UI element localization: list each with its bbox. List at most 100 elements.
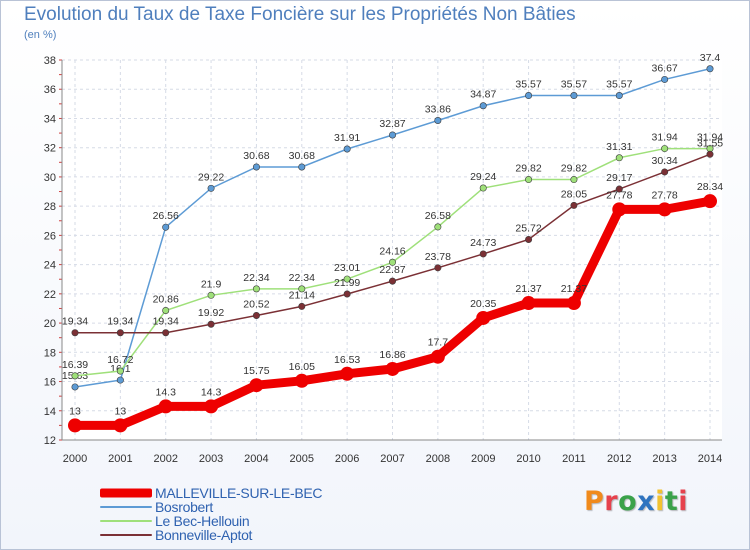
legend-label: MALLEVILLE-SUR-LE-BEC xyxy=(155,485,323,501)
data-label-malleville-sur-le-bec: 21.37 xyxy=(515,283,541,295)
data-point-malleville-sur-le-bec xyxy=(113,418,128,433)
x-tick-label: 2010 xyxy=(516,453,540,465)
y-tick-label: 20 xyxy=(44,318,56,330)
data-point-le-bec-hellouin xyxy=(298,285,306,293)
data-point-bonneville-aptot xyxy=(162,329,170,337)
data-point-le-bec-hellouin xyxy=(388,258,396,266)
data-point-malleville-sur-le-bec xyxy=(521,296,536,311)
proxiti-logo: Proxiti xyxy=(584,486,688,517)
y-tick-label: 16 xyxy=(44,377,56,389)
data-label-bosrobert: 34.87 xyxy=(470,89,496,101)
data-label-bonneville-aptot: 19.34 xyxy=(62,316,88,328)
chart-subtitle: (en %) xyxy=(24,29,57,41)
data-label-le-bec-hellouin: 26.58 xyxy=(425,210,451,222)
data-label-bosrobert: 29.22 xyxy=(198,171,224,183)
data-point-malleville-sur-le-bec xyxy=(430,349,445,364)
data-label-le-bec-hellouin: 29.82 xyxy=(561,163,587,175)
logo-letter: P xyxy=(584,486,605,517)
y-tick-label: 28 xyxy=(44,201,56,213)
data-point-bonneville-aptot xyxy=(116,329,124,337)
legend-swatch xyxy=(100,506,152,508)
legend-label: Le Bec-Hellouin xyxy=(155,513,250,529)
data-label-bonneville-aptot: 25.72 xyxy=(515,222,541,234)
data-label-le-bec-hellouin: 16.39 xyxy=(62,359,88,371)
y-tick-label: 18 xyxy=(44,347,56,359)
data-point-malleville-sur-le-bec xyxy=(703,194,717,209)
data-label-malleville-sur-le-bec: 16.53 xyxy=(334,354,360,366)
data-point-le-bec-hellouin xyxy=(116,367,124,375)
logo-letter: o xyxy=(618,486,638,517)
data-label-bonneville-aptot: 21.99 xyxy=(334,277,360,289)
data-point-bosrobert xyxy=(343,145,351,153)
data-label-bonneville-aptot: 28.05 xyxy=(561,188,587,200)
data-point-bonneville-aptot xyxy=(706,150,714,158)
x-tick-label: 2007 xyxy=(380,453,404,465)
y-tick-label: 12 xyxy=(44,435,56,447)
y-tick-label: 30 xyxy=(44,172,56,184)
y-tick-label: 36 xyxy=(44,84,56,96)
data-label-bonneville-aptot: 19.34 xyxy=(107,316,133,328)
data-label-le-bec-hellouin: 20.86 xyxy=(153,294,179,306)
data-point-bonneville-aptot xyxy=(661,168,669,176)
x-tick-label: 2002 xyxy=(153,453,177,465)
data-label-le-bec-hellouin: 22.34 xyxy=(289,272,315,284)
y-tick-label: 14 xyxy=(44,406,56,418)
x-tick-label: 2009 xyxy=(471,453,495,465)
data-point-le-bec-hellouin xyxy=(615,154,623,162)
plot-area xyxy=(62,60,722,440)
data-label-le-bec-hellouin: 21.9 xyxy=(201,278,222,290)
y-tick-label: 22 xyxy=(44,289,56,301)
x-tick-label: 2008 xyxy=(426,453,450,465)
data-point-bonneville-aptot xyxy=(343,290,351,298)
data-label-malleville-sur-le-bec: 21.37 xyxy=(561,283,587,295)
data-point-bonneville-aptot xyxy=(388,277,396,285)
data-point-le-bec-hellouin xyxy=(162,307,170,315)
data-point-bonneville-aptot xyxy=(71,329,79,337)
data-label-malleville-sur-le-bec: 14.3 xyxy=(155,386,176,398)
data-point-bosrobert xyxy=(434,117,442,125)
data-label-le-bec-hellouin: 31.94 xyxy=(697,132,723,144)
logo-letter: i xyxy=(678,486,689,517)
data-label-bonneville-aptot: 22.87 xyxy=(379,264,405,276)
data-point-malleville-sur-le-bec xyxy=(612,202,627,217)
x-tick-label: 2014 xyxy=(698,453,722,465)
data-label-bonneville-aptot: 24.73 xyxy=(470,237,496,249)
data-label-bosrobert: 33.86 xyxy=(425,104,451,116)
legend-swatch xyxy=(100,534,152,536)
x-tick-label: 2004 xyxy=(244,453,268,465)
data-point-le-bec-hellouin xyxy=(479,184,487,192)
data-label-le-bec-hellouin: 24.16 xyxy=(379,245,405,257)
data-point-le-bec-hellouin xyxy=(570,176,578,184)
data-point-bosrobert xyxy=(207,184,215,192)
data-point-le-bec-hellouin xyxy=(207,291,215,299)
data-point-bonneville-aptot xyxy=(434,264,442,272)
data-point-bosrobert xyxy=(298,163,306,171)
legend-swatch xyxy=(100,520,152,522)
data-point-bonneville-aptot xyxy=(525,235,533,243)
data-point-malleville-sur-le-bec xyxy=(340,366,355,381)
data-label-bosrobert: 31.91 xyxy=(334,132,360,144)
data-point-bonneville-aptot xyxy=(570,201,578,209)
data-label-le-bec-hellouin: 16.72 xyxy=(107,354,133,366)
data-point-malleville-sur-le-bec xyxy=(566,296,581,311)
data-point-bosrobert xyxy=(661,75,669,83)
data-label-bosrobert: 35.57 xyxy=(606,79,632,91)
data-label-bosrobert: 35.57 xyxy=(561,79,587,91)
data-label-le-bec-hellouin: 31.94 xyxy=(652,132,678,144)
data-point-le-bec-hellouin xyxy=(343,275,351,283)
legend-label: Bosrobert xyxy=(155,499,213,515)
data-label-le-bec-hellouin: 29.24 xyxy=(470,171,496,183)
data-point-bosrobert xyxy=(525,92,533,100)
y-tick-label: 24 xyxy=(44,260,56,272)
data-label-malleville-sur-le-bec: 27.78 xyxy=(652,189,678,201)
data-label-malleville-sur-le-bec: 13 xyxy=(69,405,81,417)
data-label-bonneville-aptot: 19.92 xyxy=(198,307,224,319)
data-point-bonneville-aptot xyxy=(479,250,487,258)
data-label-malleville-sur-le-bec: 16.05 xyxy=(289,361,315,373)
y-tick-label: 26 xyxy=(44,230,56,242)
data-point-bonneville-aptot xyxy=(615,185,623,193)
data-label-bosrobert: 32.87 xyxy=(379,118,405,130)
data-point-malleville-sur-le-bec xyxy=(158,399,173,414)
data-label-bosrobert: 35.57 xyxy=(515,79,541,91)
data-point-le-bec-hellouin xyxy=(525,176,533,184)
